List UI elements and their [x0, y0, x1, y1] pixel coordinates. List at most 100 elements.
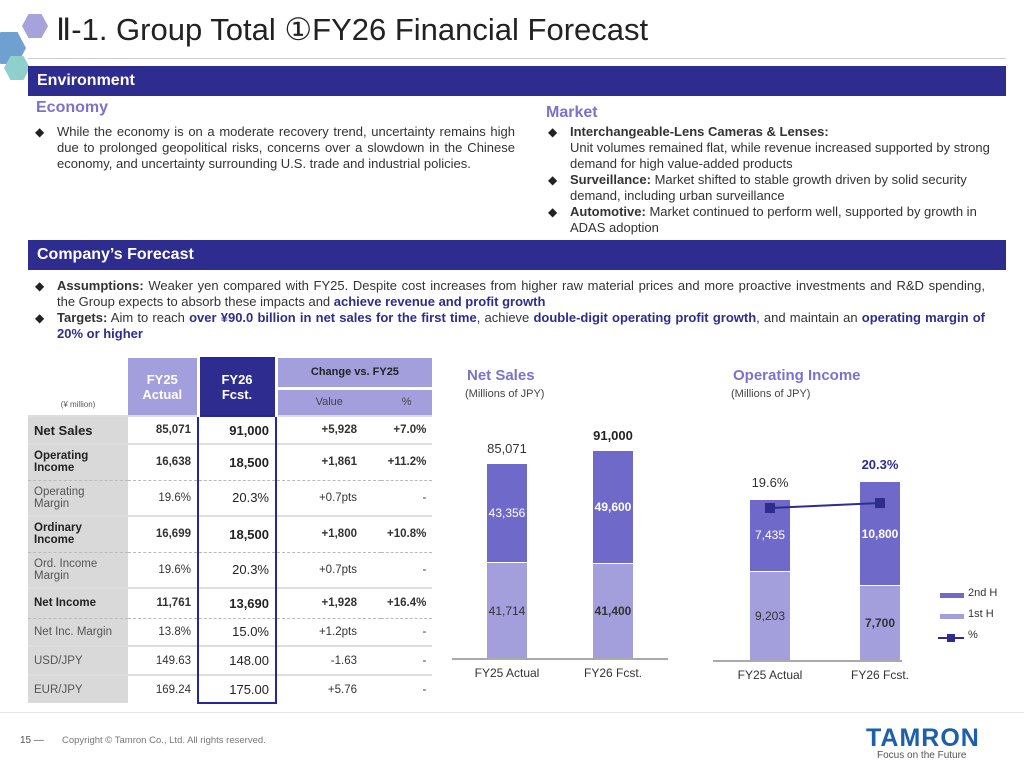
change-pct: +7.0%: [393, 424, 427, 436]
highlight-text: over ¥90.0 billion in net sales for the …: [189, 310, 477, 325]
bar-1st-half: 41,400: [593, 563, 633, 658]
bullet-text: Aim to reach: [110, 310, 190, 325]
fy25-value: 19.6%: [158, 491, 191, 504]
chart-title: Net Sales: [467, 367, 535, 384]
x-tick-label: FY26 Fcst.: [583, 666, 642, 680]
pct-label: 20.3%: [861, 456, 899, 472]
chart-subtitle: (Millions of JPY): [465, 388, 545, 400]
table-row: Operating Margin 19.6% 20.3% +0.7pts -: [28, 480, 433, 516]
change-pct: -: [422, 625, 427, 638]
pct-marker: [875, 498, 885, 509]
economy-heading: Economy: [36, 99, 109, 116]
highlight-text: achieve revenue and profit growth: [333, 294, 546, 309]
bullet-text: , and maintain an: [756, 310, 862, 325]
legend-marker: [947, 634, 955, 642]
bullet-label: Targets:: [57, 310, 108, 325]
fy26-value: 13,690: [197, 588, 277, 618]
copyright: Copyright © Tamron Co., Ltd. All rights …: [62, 735, 266, 746]
divider: [28, 58, 1006, 59]
page-title: Ⅱ-1. Group Total ①FY26 Financial Forecas…: [56, 12, 649, 47]
bullet-text: Market continued to perform well, suppor…: [570, 204, 977, 235]
row-label: Operating Margin: [28, 480, 128, 516]
bullet-item: While the economy is on a moderate recov…: [35, 124, 515, 172]
bar-1st-half: 9,203: [750, 570, 790, 660]
row-label: USD/JPY: [28, 646, 128, 675]
bullet-label: Surveillance:: [570, 172, 651, 187]
change-pct: +10.8%: [387, 528, 427, 541]
bullet-item: Surveillance: Market shifted to stable g…: [548, 172, 993, 204]
x-axis: [713, 660, 902, 662]
fy25-value: 16,699: [155, 528, 191, 541]
footer-divider: [0, 712, 1024, 713]
highlight-text: double-digit operating profit growth: [533, 310, 757, 325]
bullet-label: Assumptions:: [57, 278, 144, 293]
bar-2nd-half: 43,356: [487, 463, 527, 563]
fy26-value: 18,500: [197, 444, 277, 480]
row-label: Ordinary Income: [28, 516, 128, 552]
bar-1st-half: 41,714: [487, 562, 527, 658]
forecast-header: Company’s Forecast: [28, 240, 1006, 270]
change-value: +0.7pts: [318, 563, 357, 576]
fy26-value: 91,000: [197, 416, 277, 444]
bullet-label: Interchangeable-Lens Cameras & Lenses:: [570, 124, 829, 139]
legend-label: %: [968, 629, 978, 641]
bullet-text: Weaker yen compared with FY25. Despite c…: [57, 278, 985, 309]
change-value: +5,928: [321, 424, 358, 436]
x-tick-label: FY25 Actual: [474, 666, 540, 680]
change-value: +1,800: [321, 528, 358, 541]
row-label: Net Income: [28, 588, 128, 618]
tamron-logo: TAMRON: [866, 724, 980, 752]
fy25-value: 16,638: [155, 456, 191, 469]
bullet-text: Market shifted to stable growth driven b…: [570, 172, 967, 203]
financial-table: (¥ million) FY25 Actual FY26 Fcst. Chang…: [28, 357, 433, 704]
table-row: USD/JPY 149.63 148.00 -1.63 -: [28, 646, 433, 675]
pct-label: 19.6%: [751, 474, 789, 490]
bullet-item: Interchangeable-Lens Cameras & Lenses:Un…: [548, 124, 993, 172]
market-bullets: Interchangeable-Lens Cameras & Lenses:Un…: [548, 124, 993, 236]
fy25-value: 85,071: [155, 424, 191, 436]
legend-label: 1st H: [968, 608, 994, 620]
table-row: Operating Income 16,638 18,500 +1,861 +11.2%: [28, 444, 433, 480]
change-pct: +16.4%: [387, 597, 427, 610]
bar-2nd-half: 49,600: [593, 449, 633, 564]
legend-label: 2nd H: [968, 587, 998, 599]
bar-2nd-half: 7,435: [750, 498, 790, 571]
unit-label: (¥ million): [60, 400, 96, 409]
fy25-value: 169.24: [155, 683, 191, 696]
row-label: Net Sales: [28, 416, 128, 444]
col-fy25: FY25 Actual: [128, 358, 200, 416]
environment-header: Environment: [28, 66, 1006, 96]
chart-title: Operating Income: [733, 367, 861, 384]
fy26-value: 20.3%: [197, 480, 277, 516]
page-number: 15 —: [20, 735, 44, 746]
row-label: Net Inc. Margin: [28, 618, 128, 646]
col-change: Change vs. FY25: [274, 358, 433, 390]
change-value: +1,861: [321, 456, 358, 469]
tagline: Focus on the Future: [877, 750, 967, 761]
bullet-item: Automotive: Market continued to perform …: [548, 204, 993, 236]
col-value: Value: [274, 388, 381, 416]
row-label: EUR/JPY: [28, 675, 128, 703]
legend-swatch: [940, 614, 964, 619]
pct-line: [769, 502, 881, 509]
page-number-text: 15: [20, 735, 32, 746]
bullet-targets: Targets: Aim to reach over ¥90.0 billion…: [35, 310, 985, 342]
change-pct: -: [422, 683, 427, 696]
fy25-value: 11,761: [156, 597, 191, 610]
col-pct: %: [381, 388, 433, 416]
fy25-value: 149.63: [155, 654, 191, 667]
highlight-text: operating margin of 20% or higher: [57, 310, 985, 341]
legend-swatch: [940, 593, 964, 598]
bullet-text: , achieve: [476, 310, 534, 325]
economy-bullets: While the economy is on a moderate recov…: [35, 124, 515, 172]
change-pct: -: [422, 491, 427, 504]
table-row: Net Inc. Margin 13.8% 15.0% +1.2pts -: [28, 618, 433, 646]
total-label: 85,071: [487, 441, 527, 457]
bar-1st-half: 7,700: [860, 585, 900, 660]
change-value: +5.76: [327, 683, 357, 696]
table-row: Ordinary Income 16,699 18,500 +1,800 +10.8%: [28, 516, 433, 552]
change-value: +0.7pts: [318, 491, 357, 504]
x-tick-label: FY25 Actual: [737, 668, 803, 682]
table-row: Net Sales 85,071 91,000 +5,928 +7.0%: [28, 416, 433, 444]
